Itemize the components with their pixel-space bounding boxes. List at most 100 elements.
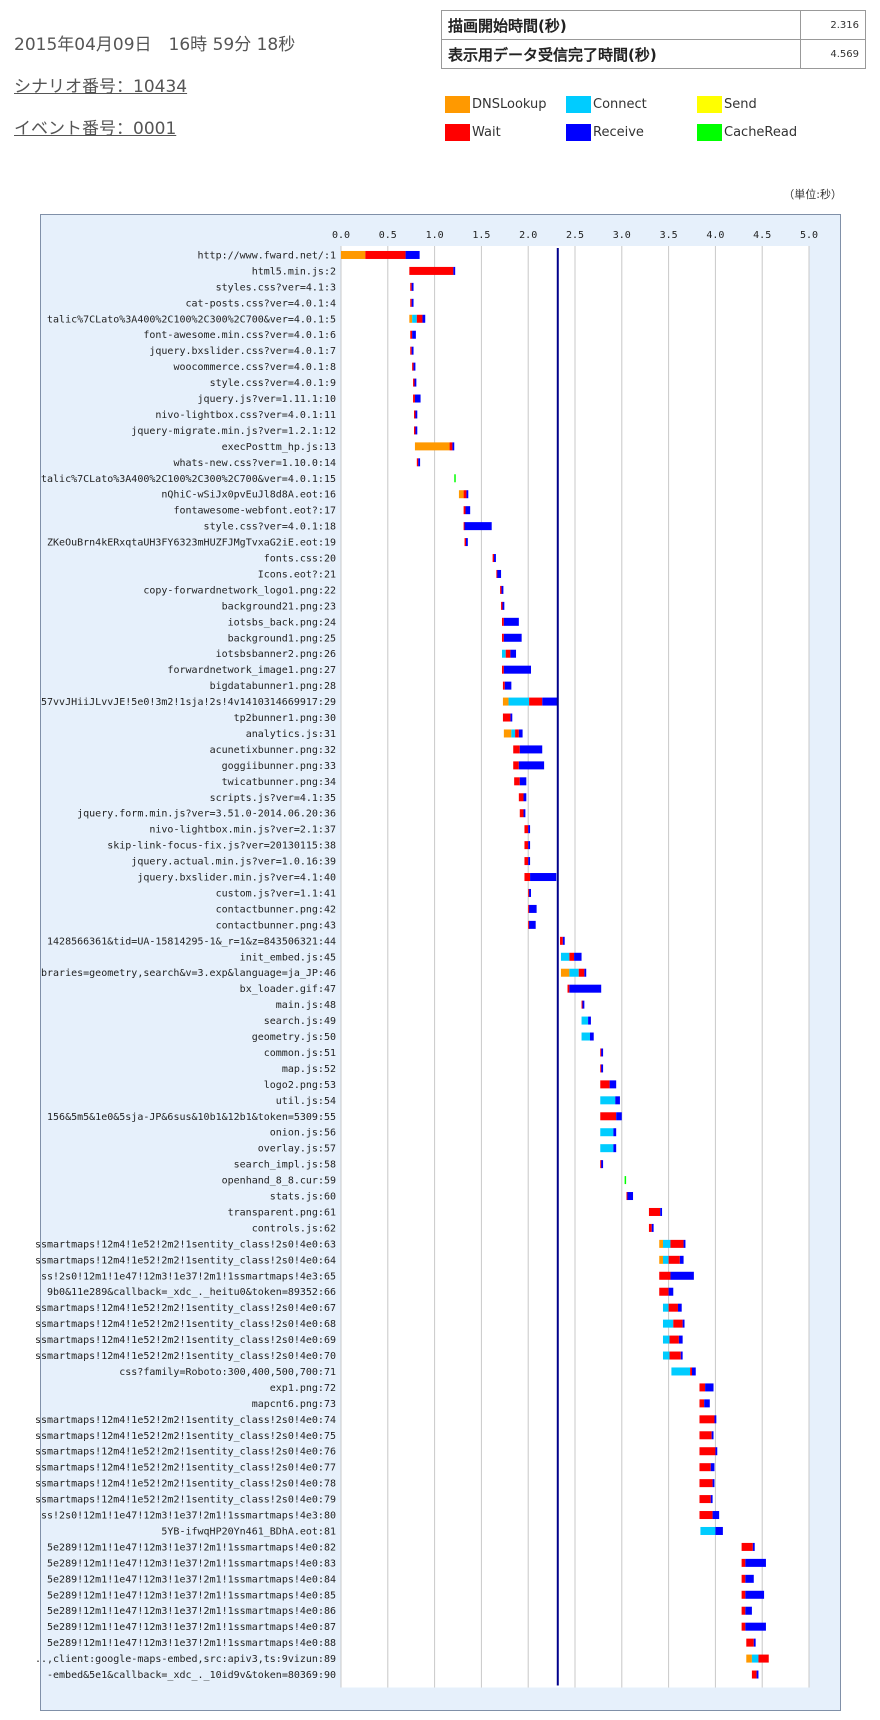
request-row[interactable]: talic%7CLato%3A400%2C100%2C300%2C700&ver… bbox=[41, 474, 456, 485]
request-row[interactable]: background21.png:23 bbox=[222, 601, 505, 612]
request-row[interactable]: 5e289!12m1!1e47!12m3!1e37!2m1!1ssmartmap… bbox=[47, 1638, 756, 1649]
request-row[interactable]: 5e289!12m1!1e47!12m3!1e37!2m1!1ssmartmap… bbox=[47, 1574, 754, 1585]
request-row[interactable]: 156&5m5&1e0&5sja-JP&6sus&10b1&12b1&token… bbox=[47, 1112, 622, 1123]
request-row[interactable]: 5e289!12m1!1e47!12m3!1e37!2m1!1ssmartmap… bbox=[47, 1622, 766, 1633]
request-row[interactable]: ss!2s0!12m1!1e47!12m3!1e37!2m1!1ssmartma… bbox=[41, 1511, 720, 1522]
request-row[interactable]: braries=geometry,search&v=3.exp&language… bbox=[41, 968, 587, 979]
request-label: jquery-migrate.min.js?ver=1.2.1:12 bbox=[131, 426, 336, 437]
x-tick-label: 1.0 bbox=[426, 230, 444, 241]
request-row[interactable]: jquery.bxslider.css?ver=4.0.1:7 bbox=[149, 346, 414, 357]
request-row[interactable]: 5YB-ifwqHP20Yn461_BDhA.eot:81 bbox=[161, 1526, 723, 1537]
request-row[interactable]: html5.min.js:2 bbox=[252, 266, 456, 277]
request-row[interactable]: style.css?ver=4.0.1:9 bbox=[210, 378, 417, 389]
request-row[interactable]: 5e289!12m1!1e47!12m3!1e37!2m1!1ssmartmap… bbox=[47, 1590, 765, 1601]
request-row[interactable]: ZKeOuBrn4kERxqtaUH3FY6323mHUZFJMgTvxaG2i… bbox=[47, 538, 468, 549]
request-row[interactable]: css?family=Roboto:300,400,500,700:71 bbox=[119, 1367, 696, 1378]
request-row[interactable]: ssmartmaps!12m4!1e52!2m2!1sentity_class!… bbox=[35, 1303, 682, 1314]
request-row[interactable]: twicatbunner.png:34 bbox=[222, 777, 527, 788]
request-row[interactable]: Icons.eot?:21 bbox=[258, 569, 502, 580]
request-row[interactable]: nivo-lightbox.css?ver=4.0.1:11 bbox=[155, 410, 418, 421]
request-row[interactable]: ssmartmaps!12m4!1e52!2m2!1sentity_class!… bbox=[35, 1495, 713, 1506]
request-row[interactable]: mapcnt6.png:73 bbox=[252, 1399, 710, 1410]
request-row[interactable]: http://www.fward.net/:1 bbox=[198, 250, 420, 261]
request-row[interactable]: ss!2s0!12m1!1e47!12m3!1e37!2m1!1ssmartma… bbox=[41, 1271, 694, 1282]
request-row[interactable]: 5e289!12m1!1e47!12m3!1e37!2m1!1ssmartmap… bbox=[47, 1606, 752, 1617]
request-row[interactable]: ssmartmaps!12m4!1e52!2m2!1sentity_class!… bbox=[35, 1319, 685, 1330]
request-row[interactable]: talic%7CLato%3A400%2C100%2C300%2C700&ver… bbox=[47, 314, 426, 325]
request-row[interactable]: custom.js?ver=1.1:41 bbox=[216, 888, 532, 899]
request-row[interactable]: execPosttm_hp.js:13 bbox=[222, 442, 455, 453]
request-row[interactable]: copy-forwardnetwork_logo1.png:22 bbox=[143, 585, 504, 596]
request-row[interactable]: styles.css?ver=4.1:3 bbox=[216, 282, 414, 293]
request-row[interactable]: search.js:49 bbox=[264, 1016, 591, 1027]
event-number-link[interactable]: イベント番号：0001 bbox=[14, 119, 177, 139]
request-row[interactable]: ssmartmaps!12m4!1e52!2m2!1sentity_class!… bbox=[35, 1335, 683, 1346]
request-row[interactable]: logo2.png:53 bbox=[264, 1080, 617, 1091]
request-row[interactable]: jquery.actual.min.js?ver=1.0.16:39 bbox=[131, 857, 531, 868]
request-row[interactable]: ssmartmaps!12m4!1e52!2m2!1sentity_class!… bbox=[35, 1447, 718, 1458]
request-row[interactable]: background1.png:25 bbox=[228, 633, 522, 644]
request-row[interactable]: contactbunner.png:43 bbox=[216, 920, 536, 931]
request-row[interactable]: bx_loader.gif:47 bbox=[240, 984, 602, 995]
request-row[interactable]: contactbunner.png:42 bbox=[216, 904, 537, 915]
request-row[interactable]: ssmartmaps!12m4!1e52!2m2!1sentity_class!… bbox=[35, 1255, 684, 1266]
request-row[interactable]: search_impl.js:58 bbox=[234, 1160, 604, 1171]
request-row[interactable]: jquery.js?ver=1.11.1:10 bbox=[198, 394, 421, 405]
request-row[interactable]: 9b0&11e289&callback=_xdc_._heitu0&token=… bbox=[47, 1287, 674, 1298]
request-row[interactable]: ssmartmaps!12m4!1e52!2m2!1sentity_class!… bbox=[35, 1431, 714, 1442]
request-row[interactable]: transparent.png:61 bbox=[228, 1207, 663, 1218]
request-row[interactable]: fonts.css:20 bbox=[264, 554, 496, 565]
request-row[interactable]: cat-posts.css?ver=4.0.1:4 bbox=[185, 298, 414, 309]
request-row[interactable]: woocommerce.css?ver=4.0.1:8 bbox=[173, 362, 416, 373]
request-row[interactable]: fontawesome-webfont.eot?:17 bbox=[173, 506, 471, 517]
wait-segment bbox=[413, 394, 415, 403]
request-row[interactable]: geometry.js:50 bbox=[252, 1032, 594, 1043]
request-row[interactable]: ssmartmaps!12m4!1e52!2m2!1sentity_class!… bbox=[35, 1415, 717, 1426]
request-row[interactable]: 1428566361&tid=UA-15814295-1&_r=1&z=8435… bbox=[47, 936, 565, 947]
request-row[interactable]: overlay.js:57 bbox=[258, 1144, 617, 1155]
request-row[interactable]: main.js:48 bbox=[276, 1000, 585, 1011]
connect-segment bbox=[569, 968, 579, 977]
request-row[interactable]: common.js:51 bbox=[264, 1048, 604, 1059]
request-row[interactable]: 57vvJHiiJLvvJE!5e0!3m2!1sja!2s!4v1410314… bbox=[41, 697, 558, 708]
wait-segment bbox=[463, 506, 466, 515]
request-row[interactable]: bigdatabunner1.png:28 bbox=[210, 681, 512, 692]
request-row[interactable]: openhand_8_8.cur:59 bbox=[222, 1176, 627, 1187]
request-row[interactable]: ssmartmaps!12m4!1e52!2m2!1sentity_class!… bbox=[35, 1239, 686, 1250]
request-row[interactable]: tp2bunner1.png:30 bbox=[234, 713, 513, 724]
request-row[interactable]: jquery-migrate.min.js?ver=1.2.1:12 bbox=[131, 426, 418, 437]
request-label: tp2bunner1.png:30 bbox=[234, 713, 336, 724]
request-row[interactable]: ssmartmaps!12m4!1e52!2m2!1sentity_class!… bbox=[35, 1463, 715, 1474]
request-row[interactable]: whats-new.css?ver=1.10.0:14 bbox=[173, 458, 421, 469]
request-row[interactable]: analytics.js:31 bbox=[246, 729, 523, 740]
request-row[interactable]: acunetixbunner.png:32 bbox=[210, 745, 543, 756]
request-row[interactable]: iotsbsbanner2.png:26 bbox=[216, 649, 517, 660]
request-row[interactable]: goggiibunner.png:33 bbox=[222, 761, 545, 772]
request-row[interactable]: font-awesome.min.css?ver=4.0.1:6 bbox=[143, 330, 416, 341]
request-row[interactable]: style.css?ver=4.0.1:18 bbox=[204, 522, 492, 533]
scenario-number-link[interactable]: シナリオ番号：10434 bbox=[14, 77, 188, 97]
request-row[interactable]: stats.js:60 bbox=[270, 1192, 634, 1203]
request-row[interactable]: ssmartmaps!12m4!1e52!2m2!1sentity_class!… bbox=[35, 1479, 715, 1490]
legend-receive: Receive bbox=[566, 124, 644, 141]
request-row[interactable]: jquery.form.min.js?ver=3.51.0-2014.06.20… bbox=[77, 809, 526, 820]
request-row[interactable]: -embed&5e1&callback=_xdc_._10id9v&token=… bbox=[47, 1670, 759, 1681]
request-row[interactable]: scripts.js?ver=4.1:35 bbox=[210, 793, 527, 804]
request-row[interactable]: nivo-lightbox.min.js?ver=2.1:37 bbox=[149, 825, 531, 836]
request-row[interactable]: util.js:54 bbox=[276, 1096, 620, 1107]
request-row[interactable]: controls.js:62 bbox=[252, 1223, 654, 1234]
request-row[interactable]: 5e289!12m1!1e47!12m3!1e37!2m1!1ssmartmap… bbox=[47, 1558, 766, 1569]
request-row[interactable]: forwardnetwork_image1.png:27 bbox=[167, 665, 532, 676]
request-row[interactable]: map.js:52 bbox=[282, 1064, 604, 1075]
request-row[interactable]: iotsbs_back.png:24 bbox=[228, 617, 519, 628]
request-row[interactable]: skip-link-focus-fix.js?ver=20130115:38 bbox=[107, 841, 531, 852]
request-row[interactable]: exp1.png:72 bbox=[270, 1383, 714, 1394]
request-row[interactable]: ssmartmaps!12m4!1e52!2m2!1sentity_class!… bbox=[35, 1351, 683, 1362]
request-row[interactable]: ..,client:google-maps-embed,src:apiv3,ts… bbox=[35, 1654, 769, 1665]
request-row[interactable]: onion.js:56 bbox=[270, 1128, 617, 1139]
cache-segment bbox=[624, 1176, 627, 1185]
request-row[interactable]: init_embed.js:45 bbox=[240, 952, 582, 963]
request-row[interactable]: 5e289!12m1!1e47!12m3!1e37!2m1!1ssmartmap… bbox=[47, 1542, 755, 1553]
request-row[interactable]: jquery.bxslider.min.js?ver=4.1:40 bbox=[137, 873, 557, 884]
request-row[interactable]: nQhiC-wSiJx0pvEuJl8d8A.eot:16 bbox=[161, 490, 469, 501]
